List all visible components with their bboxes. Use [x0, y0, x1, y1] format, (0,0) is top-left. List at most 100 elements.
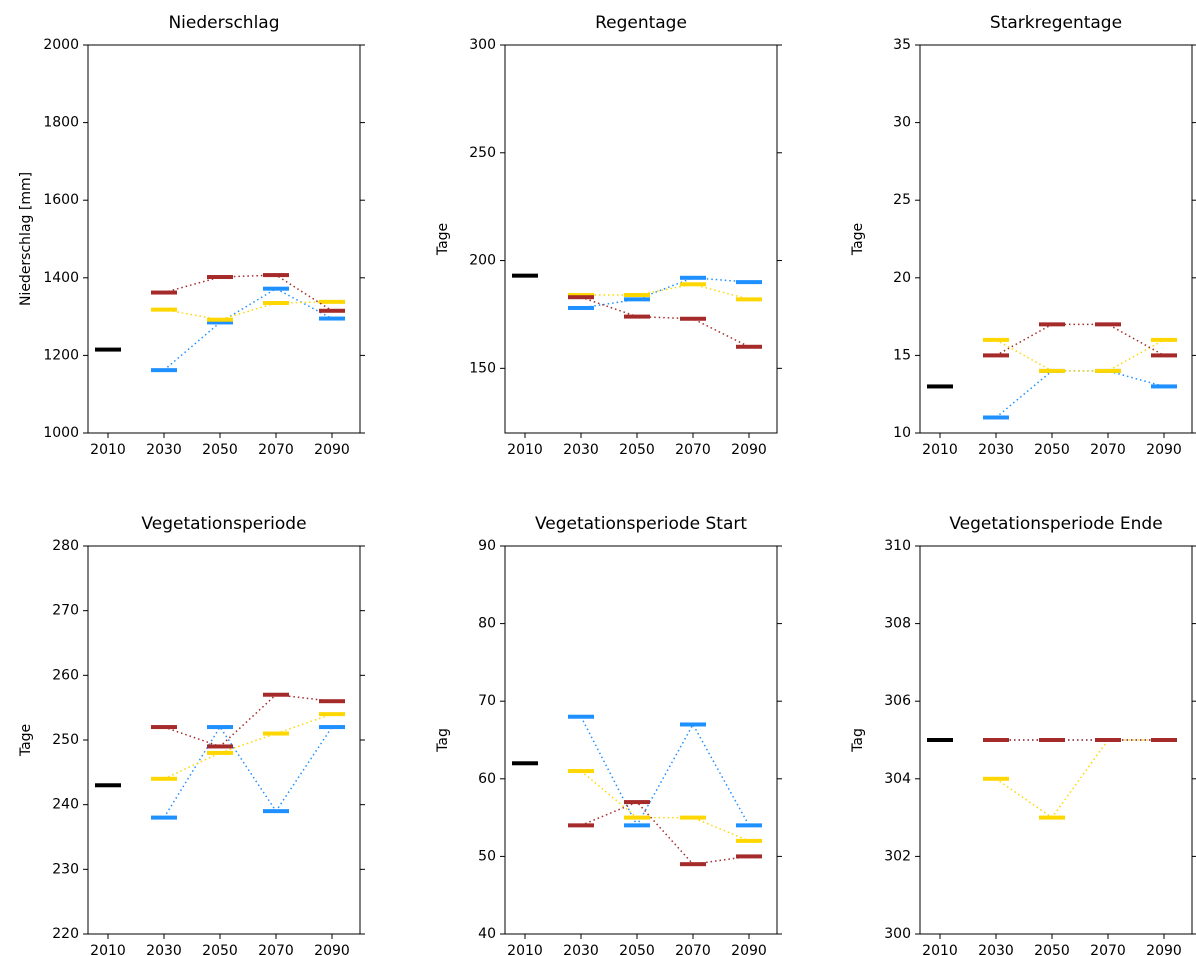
value-dash	[568, 769, 594, 774]
y-tick-label: 200	[469, 253, 496, 269]
chart-title: Starkregentage	[990, 13, 1122, 33]
plot-frame	[87, 44, 361, 434]
value-dash	[1095, 322, 1121, 327]
value-dash	[568, 823, 594, 828]
y-tick-label: 260	[52, 667, 79, 683]
x-tick-label: 2070	[675, 943, 711, 956]
value-dash	[1039, 738, 1065, 742]
plot-frame	[919, 545, 1193, 935]
value-dash	[983, 776, 1009, 781]
x-tick-label: 2030	[146, 943, 182, 956]
value-dash	[736, 344, 762, 349]
y-tick-label: 150	[469, 360, 496, 376]
series-line	[580, 296, 750, 348]
value-dash	[319, 308, 345, 313]
x-tick-label: 2050	[1034, 943, 1070, 956]
value-dash	[736, 838, 762, 843]
value-dash	[927, 738, 953, 742]
x-tick-label: 2070	[258, 442, 294, 458]
value-dash	[1039, 368, 1065, 373]
value-dash	[983, 337, 1009, 342]
series-line	[580, 277, 750, 309]
y-tick-label: 302	[884, 848, 911, 864]
x-tick-label: 2030	[978, 442, 1014, 458]
y-tick-label: 80	[478, 616, 496, 632]
y-tick-label: 1600	[43, 192, 79, 208]
value-dash	[680, 722, 706, 727]
y-tick-label: 1800	[43, 115, 79, 131]
value-dash	[1151, 384, 1177, 389]
y-tick-label: 306	[884, 693, 911, 709]
series-line	[995, 370, 1165, 419]
value-dash	[568, 714, 594, 719]
series-line	[163, 301, 333, 321]
value-dash	[568, 295, 594, 300]
series-line	[581, 283, 750, 301]
value-dash	[568, 293, 594, 298]
value-dash	[263, 731, 289, 736]
x-tick-label: 2010	[922, 442, 958, 458]
value-dash	[568, 305, 594, 310]
series-line	[995, 323, 1165, 357]
x-tick-label: 2070	[1090, 442, 1126, 458]
y-tick-label: 230	[52, 861, 79, 877]
value-dash	[319, 725, 345, 730]
y-tick-label: 60	[478, 771, 496, 787]
value-dash	[1039, 322, 1065, 327]
value-dash	[1151, 353, 1177, 358]
x-tick-label: 2070	[675, 442, 711, 458]
value-dash	[151, 776, 177, 781]
value-dash	[736, 823, 762, 828]
value-dash	[624, 800, 650, 805]
value-dash	[95, 347, 121, 352]
y-tick-label: 25	[893, 192, 911, 208]
series-line	[580, 716, 750, 827]
value-dash	[263, 692, 289, 697]
y-tick-label: 1400	[43, 270, 79, 286]
y-tick-label: 220	[52, 926, 79, 942]
y-tick-label: 300	[469, 37, 496, 53]
y-tick-label: 2000	[43, 37, 79, 53]
value-dash	[624, 297, 650, 302]
value-dash	[151, 368, 177, 373]
y-tick-label: 308	[884, 616, 911, 632]
value-dash	[927, 384, 953, 389]
series-line	[580, 770, 750, 842]
x-tick-label: 2010	[90, 943, 126, 956]
y-tick-label: 300	[884, 926, 911, 942]
y-tick-label: 20	[893, 270, 911, 286]
series-line	[995, 739, 1164, 819]
x-tick-label: 2030	[146, 442, 182, 458]
y-axis-label: Tag	[850, 728, 866, 753]
y-tick-label: 15	[893, 347, 911, 363]
y-tick-label: 250	[469, 145, 496, 161]
series-line	[163, 725, 333, 818]
plot-frame	[504, 44, 778, 434]
x-tick-label: 2030	[978, 943, 1014, 956]
y-axis-label: Niederschlag [mm]	[18, 172, 34, 306]
y-axis-label: Tage	[18, 724, 34, 757]
value-dash	[624, 823, 650, 828]
x-tick-label: 2090	[1146, 943, 1182, 956]
plot-frame	[504, 545, 778, 935]
plot-frame	[87, 545, 361, 935]
value-dash	[624, 815, 650, 820]
value-dash	[624, 293, 650, 298]
value-dash	[512, 761, 538, 766]
value-dash	[983, 738, 1009, 742]
x-tick-label: 2090	[731, 943, 767, 956]
value-dash	[1151, 337, 1177, 342]
x-tick-label: 2090	[314, 442, 350, 458]
series-line	[163, 274, 333, 312]
value-dash	[983, 415, 1009, 420]
value-dash	[736, 854, 762, 859]
x-tick-label: 2090	[1146, 442, 1182, 458]
series-line	[580, 801, 750, 865]
x-tick-label: 2090	[314, 943, 350, 956]
y-tick-label: 30	[893, 115, 911, 131]
value-dash	[151, 725, 177, 730]
value-dash	[263, 286, 289, 291]
value-dash	[207, 725, 233, 730]
x-tick-label: 2050	[202, 442, 238, 458]
